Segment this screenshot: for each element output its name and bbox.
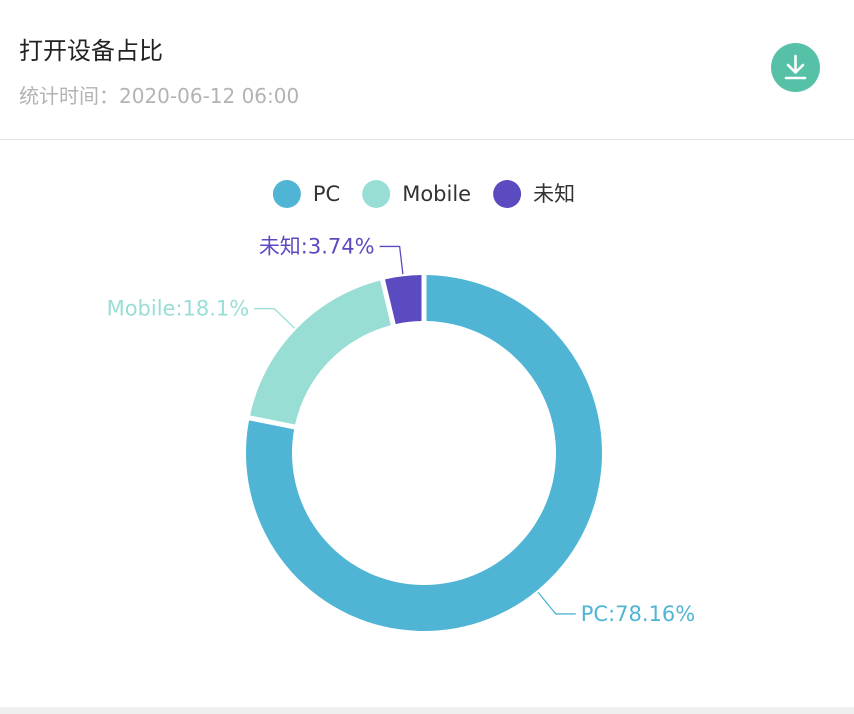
download-icon (784, 54, 807, 80)
slice-label-未知: 未知:3.74% (259, 234, 375, 258)
legend-label-pc: PC (313, 182, 340, 206)
legend-marker-mobile (362, 180, 391, 208)
slice-label-pc: PC:78.16% (581, 602, 695, 626)
slice-labels: PC:78.16% Mobile:18.1% 未知:3.74% (107, 234, 696, 625)
slice-label-mobile: Mobile:18.1% (107, 297, 250, 321)
page-title: 打开设备占比 (19, 37, 163, 65)
leader-line-未知 (379, 245, 404, 275)
slice-未知[interactable] (384, 275, 422, 325)
leader-line-mobile (254, 307, 295, 329)
legend-item-未知[interactable]: 未知 (493, 180, 575, 208)
donut-chart: PC Mobile 未知 PC:78.16% Mobile:18.1% 未知:3.74% (107, 180, 696, 631)
legend-label-mobile: Mobile (402, 182, 471, 206)
leader-line-pc (537, 591, 576, 615)
chart-area: PC Mobile 未知 PC:78.16% Mobile:18.1% 未知:3.74% (0, 141, 854, 706)
legend-item-pc[interactable]: PC (272, 180, 340, 208)
legend-item-mobile[interactable]: Mobile (362, 180, 471, 208)
bottom-divider (0, 707, 854, 714)
legend-label-未知: 未知 (533, 182, 575, 206)
download-button[interactable] (771, 43, 820, 92)
stat-time: 统计时间：2020-06-12 06:00 (19, 84, 300, 108)
chart-legend: PC Mobile 未知 (272, 180, 575, 208)
donut-slices (246, 275, 603, 631)
slice-mobile[interactable] (250, 280, 391, 425)
legend-marker-pc (272, 180, 301, 208)
card-header: 打开设备占比 统计时间：2020-06-12 06:00 (0, 0, 854, 140)
legend-marker-未知 (493, 180, 522, 208)
